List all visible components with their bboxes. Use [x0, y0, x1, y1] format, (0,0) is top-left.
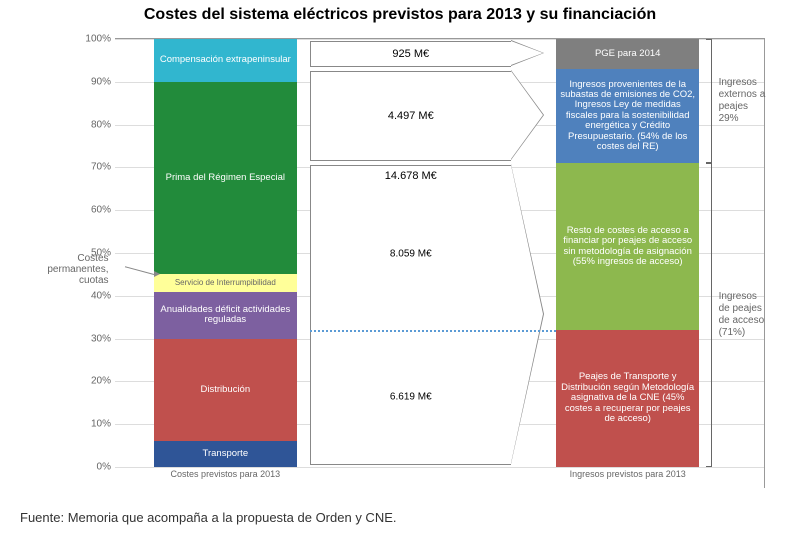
income-bar-seg-3: PGE para 2014 — [556, 39, 699, 69]
callout-line — [125, 267, 154, 276]
source-text: Fuente: Memoria que acompaña a la propue… — [20, 510, 397, 525]
y-tick: 30% — [91, 333, 111, 344]
plot: 0%10%20%30%40%50%60%70%80%90%100%Transpo… — [115, 39, 764, 468]
income-bar-seg-2: Ingresos provenientes de la subastas de … — [556, 69, 699, 163]
costs-bar-seg-2: Anualidades déficit actividades regulada… — [154, 292, 297, 339]
callout-arrowhead — [154, 271, 160, 277]
y-tick: 40% — [91, 290, 111, 301]
y-tick: 70% — [91, 162, 111, 173]
flow-arrowhead — [511, 41, 543, 65]
flow-label: 4.497 M€ — [388, 110, 434, 122]
bracket-label: Ingresos externos a peajes 29% — [719, 77, 769, 125]
callout-label: Costes permanentes, cuotas — [29, 253, 109, 286]
chart-area: 0%10%20%30%40%50%60%70%80%90%100%Transpo… — [115, 38, 765, 488]
chart-title: Costes del sistema eléctricos previstos … — [0, 0, 800, 26]
costs-bar-seg-0: Transporte — [154, 441, 297, 467]
costs-bar-seg-3: Servicio de Interrumpibilidad — [154, 274, 297, 291]
bracket-label: Ingresos de peajes de acceso (71%) — [719, 291, 769, 339]
flow-label: 925 M€ — [392, 48, 429, 60]
flow-label: 14.678 M€ — [385, 170, 437, 182]
dashed-divider — [310, 330, 557, 332]
y-tick: 80% — [91, 119, 111, 130]
y-tick: 10% — [91, 419, 111, 430]
y-tick: 60% — [91, 205, 111, 216]
flow-arrowhead — [511, 165, 543, 463]
bracket — [706, 39, 712, 163]
y-tick: 20% — [91, 376, 111, 387]
x-axis-label: Ingresos previstos para 2013 — [570, 469, 686, 479]
income-bar-seg-1: Resto de costes de acceso a financiar po… — [556, 163, 699, 330]
costs-bar-seg-1: Distribución — [154, 339, 297, 442]
income-bar-seg-0: Peajes de Transporte y Distribución segú… — [556, 330, 699, 467]
flow-sublabel: 6.619 M€ — [390, 391, 432, 402]
costs-bar-seg-4: Prima del Régimen Especial — [154, 82, 297, 275]
gridline — [115, 467, 764, 468]
flow-arrowhead — [511, 71, 543, 159]
income-bar: Peajes de Transporte y Distribución segú… — [556, 39, 699, 467]
y-tick: 90% — [91, 76, 111, 87]
costs-bar: TransporteDistribuciónAnualidades défici… — [154, 39, 297, 467]
bracket — [706, 163, 712, 467]
flow-arrow-0: 925 M€ — [310, 41, 511, 67]
costs-bar-seg-5: Compensación extrapeninsular — [154, 39, 297, 82]
flow-arrow-2: 14.678 M€ 8.059 M€ 6.619 M€ — [310, 165, 511, 465]
y-tick: 0% — [97, 462, 111, 473]
y-tick: 100% — [85, 34, 111, 45]
x-axis-label: Costes previstos para 2013 — [171, 469, 281, 479]
flow-arrow-1: 4.497 M€ — [310, 71, 511, 161]
flow-sublabel: 8.059 M€ — [390, 249, 432, 260]
